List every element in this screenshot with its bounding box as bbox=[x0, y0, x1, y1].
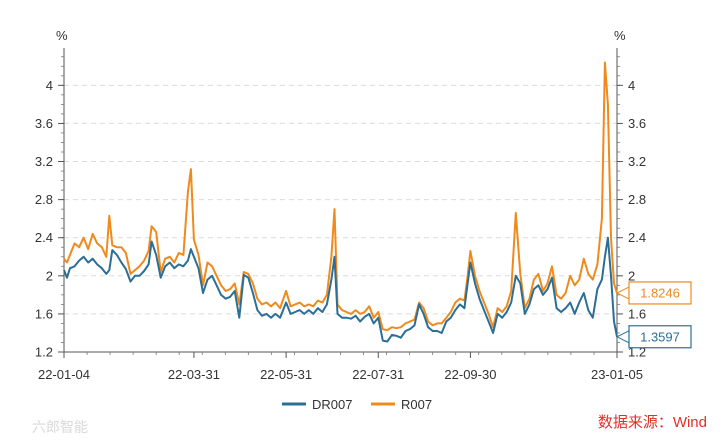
right-tick-label: 3.6 bbox=[628, 116, 646, 131]
left-tick-label: 1.6 bbox=[35, 306, 53, 321]
series-line-dr007 bbox=[63, 236, 618, 343]
data-source-label: 数据来源：Wind bbox=[598, 414, 707, 431]
left-tick-label: 3.6 bbox=[35, 116, 53, 131]
callout-value-label: 1.3597 bbox=[640, 329, 680, 344]
x-tick-label: 22-09-30 bbox=[444, 367, 496, 382]
series-lines bbox=[63, 61, 618, 343]
legend: DR007 R007 bbox=[282, 397, 432, 412]
callout-box bbox=[628, 281, 692, 305]
x-axis: 22-01-04 22-03-31 22-05-31 22-07-31 22-09-30… bbox=[38, 351, 643, 382]
right-unit-label: % bbox=[614, 28, 626, 43]
callout-box bbox=[628, 325, 692, 349]
left-tick-label: 2.8 bbox=[35, 192, 53, 207]
series-line-r007 bbox=[63, 61, 618, 332]
left-tick-label: 1.2 bbox=[35, 345, 53, 360]
right-tick-label: 4 bbox=[628, 78, 635, 93]
callout-dr007: 1.3597 bbox=[615, 325, 692, 349]
left-tick-label: 2 bbox=[46, 268, 53, 283]
x-tick-label: 22-03-31 bbox=[168, 367, 220, 382]
legend-item-r007: R007 bbox=[371, 397, 432, 412]
x-tick-label: 23-01-05 bbox=[591, 367, 643, 382]
legend-label: R007 bbox=[401, 397, 432, 412]
legend-item-dr007: DR007 bbox=[282, 397, 352, 412]
legend-label: DR007 bbox=[312, 397, 352, 412]
callout-r007: 1.8246 bbox=[615, 281, 692, 305]
grid-lines bbox=[64, 84, 617, 353]
left-unit-label: % bbox=[56, 28, 68, 43]
callout-value-label: 1.8246 bbox=[640, 285, 680, 300]
left-tick-label: 2.4 bbox=[35, 230, 53, 245]
value-callouts: 1.3597 1.8246 bbox=[615, 281, 692, 349]
right-tick-label: 2 bbox=[628, 268, 635, 283]
watermark-text: 六郎智能 bbox=[32, 419, 88, 435]
right-tick-label: 2.8 bbox=[628, 192, 646, 207]
right-axis: 1.21.622.42.83.23.64 bbox=[616, 48, 646, 360]
left-tick-label: 3.2 bbox=[35, 154, 53, 169]
left-tick-label: 4 bbox=[46, 78, 53, 93]
right-tick-label: 2.4 bbox=[628, 230, 646, 245]
right-tick-label: 1.6 bbox=[628, 306, 646, 321]
right-tick-label: 3.2 bbox=[628, 154, 646, 169]
callout-pointer bbox=[615, 286, 630, 300]
x-tick-label: 22-05-31 bbox=[260, 367, 312, 382]
x-tick-label: 22-07-31 bbox=[352, 367, 404, 382]
left-axis: 1.2 1.6 2 2.4 2.8 3.2 3.6 4 bbox=[35, 48, 65, 360]
x-tick-label: 22-01-04 bbox=[38, 367, 90, 382]
